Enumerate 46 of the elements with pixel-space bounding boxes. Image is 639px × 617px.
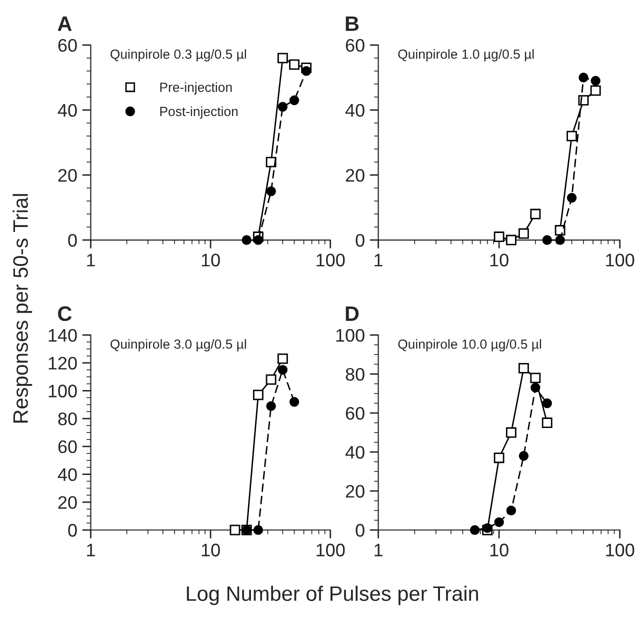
y-tick-label: 40 [345,104,364,117]
legend-label: Post-injection [160,106,238,119]
y-tick-label: 120 [48,356,77,370]
chart-title: B [346,16,359,31]
x-tick-label: 1 [87,254,95,266]
x-tick-label: 10 [490,544,508,556]
annotation: Quinpirole 1.0 µg/0.5 µl [398,49,534,62]
x-tick-label: 100 [316,254,345,266]
x-tick-label: 100 [316,544,345,556]
y-tick-label: 0 [356,234,364,247]
y-tick-label: 60 [58,38,77,52]
y-tick-label: 20 [58,168,77,182]
y-tick-label: 60 [346,38,364,52]
x-tick-label: 1 [87,544,95,556]
y-tick-label: 0 [68,234,77,247]
y-tick-label: 60 [58,440,77,454]
y-tick-label: 0 [68,524,77,537]
x-tick-label: 1 [374,544,382,556]
x-tick-label: 10 [490,254,508,266]
annotation: Quinpirole 0.3 µg/0.5 µl [110,49,246,62]
y-tick-label: 40 [345,446,364,459]
chart-title: C [58,306,72,322]
annotation: Quinpirole 10.0 µg/0.5 µl [398,339,542,352]
y-tick-label: 40 [58,468,77,482]
legend-label: Pre-injection [160,82,232,95]
chart-title: A [58,16,72,31]
y-tick-label: 60 [346,406,364,420]
y-tick-label: 100 [336,328,364,342]
y-tick-label: 40 [58,104,77,117]
y-tick-label: 0 [356,524,364,537]
x-tick-label: 10 [202,544,220,556]
x-axis-title: Log Number of Pulses per Train [186,586,478,606]
x-tick-label: 10 [202,254,220,266]
y-tick-label: 140 [48,328,77,342]
y-tick-label: 100 [48,384,77,398]
y-tick-label: 20 [58,496,77,509]
y-tick-label: 80 [346,368,364,381]
chart-title: D [346,306,359,321]
annotation: Quinpirole 3.0 µg/0.5 µl [110,339,246,352]
y-tick-label: 80 [58,412,77,426]
x-tick-label: 100 [606,544,634,556]
y-axis-title: Responses per 50-s Trial [12,194,32,423]
x-tick-label: 1 [374,254,382,266]
y-tick-label: 20 [346,168,364,182]
y-tick-label: 20 [346,484,364,498]
x-tick-label: 100 [606,254,634,266]
